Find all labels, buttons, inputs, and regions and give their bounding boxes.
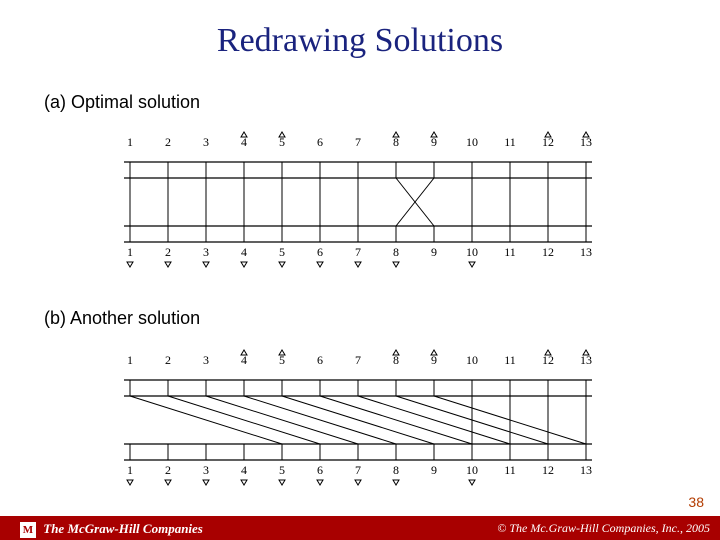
page-title: Redrawing Solutions <box>0 22 720 60</box>
svg-text:7: 7 <box>355 353 361 367</box>
svg-text:1: 1 <box>127 463 133 477</box>
copyright-text: © The Mc.Graw-Hill Companies, Inc., 2005 <box>497 521 710 536</box>
diagram-b: 1122334455667788991010111112121313 <box>100 346 660 496</box>
svg-text:1: 1 <box>127 353 133 367</box>
svg-text:2: 2 <box>165 135 171 149</box>
svg-text:4: 4 <box>241 463 247 477</box>
page-number: 38 <box>688 494 704 510</box>
footer-bar: M The McGraw-Hill Companies © The Mc.Gra… <box>0 516 720 540</box>
publisher-logo: M The McGraw-Hill Companies <box>20 521 203 538</box>
svg-text:5: 5 <box>279 245 285 259</box>
svg-text:3: 3 <box>203 463 209 477</box>
svg-text:10: 10 <box>466 245 478 259</box>
svg-text:6: 6 <box>317 245 323 259</box>
svg-text:4: 4 <box>241 245 247 259</box>
svg-text:2: 2 <box>165 245 171 259</box>
svg-text:5: 5 <box>279 463 285 477</box>
svg-text:10: 10 <box>466 353 478 367</box>
svg-text:11: 11 <box>504 463 516 477</box>
svg-text:3: 3 <box>203 135 209 149</box>
svg-text:12: 12 <box>542 463 554 477</box>
svg-text:10: 10 <box>466 135 478 149</box>
svg-text:2: 2 <box>165 463 171 477</box>
svg-text:12: 12 <box>542 245 554 259</box>
svg-text:1: 1 <box>127 245 133 259</box>
diagram-a: 1122334455667788991010111112121313 <box>100 128 660 278</box>
svg-text:9: 9 <box>431 245 437 259</box>
svg-text:13: 13 <box>580 245 592 259</box>
logo-icon: M <box>20 522 36 538</box>
svg-text:1: 1 <box>127 135 133 149</box>
svg-text:11: 11 <box>504 353 516 367</box>
svg-text:7: 7 <box>355 245 361 259</box>
svg-text:7: 7 <box>355 135 361 149</box>
svg-text:11: 11 <box>504 135 516 149</box>
svg-text:8: 8 <box>393 463 399 477</box>
svg-text:6: 6 <box>317 135 323 149</box>
svg-text:10: 10 <box>466 463 478 477</box>
svg-text:9: 9 <box>431 463 437 477</box>
svg-text:8: 8 <box>393 245 399 259</box>
svg-text:13: 13 <box>580 463 592 477</box>
svg-text:6: 6 <box>317 463 323 477</box>
svg-text:3: 3 <box>203 353 209 367</box>
caption-b: (b) Another solution <box>44 308 200 329</box>
svg-text:2: 2 <box>165 353 171 367</box>
caption-a: (a) Optimal solution <box>44 92 200 113</box>
logo-text: The McGraw-Hill Companies <box>43 521 203 536</box>
svg-text:11: 11 <box>504 245 516 259</box>
svg-text:7: 7 <box>355 463 361 477</box>
svg-text:6: 6 <box>317 353 323 367</box>
svg-text:3: 3 <box>203 245 209 259</box>
